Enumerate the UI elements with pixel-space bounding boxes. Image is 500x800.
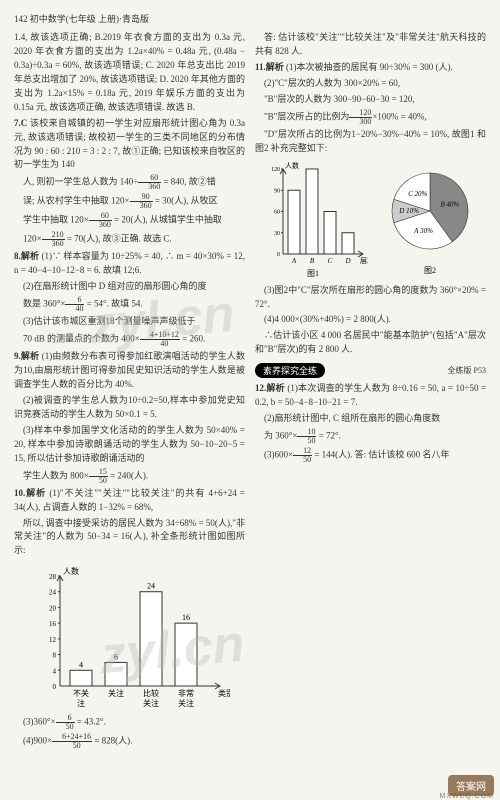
pie-chart: B 40% A 30% D 10% C 20% 图2 [378, 161, 483, 281]
page: 142 初中数学(七年级 上册)·青岛版 1.4, 故该选项正确; B.2019… [0, 0, 500, 775]
svg-text:C: C [328, 257, 333, 265]
svg-text:关注: 关注 [143, 698, 159, 708]
svg-text:8: 8 [52, 652, 56, 660]
q7-line4: 学生中抽取 120×60360 = 20(人), 从城镇学生中抽取 [14, 212, 245, 229]
svg-text:4: 4 [79, 661, 83, 670]
svg-text:24: 24 [147, 582, 155, 591]
svg-text:16: 16 [182, 613, 190, 622]
svg-text:D: D [344, 257, 350, 265]
svg-text:非常: 非常 [178, 688, 194, 698]
section-pill: 素养探究全练 [255, 363, 325, 378]
svg-text:30: 30 [274, 230, 280, 236]
svg-text:A: A [291, 257, 297, 265]
svg-text:图1: 图1 [307, 269, 319, 278]
q8-2: (2)在扇形统计图中 D 组对应的扇形圆心角的度 [14, 280, 245, 294]
svg-text:4: 4 [52, 668, 56, 676]
q9: 9.解析 (1)由频数分布表可得参加红歌演唱活动的学生人数为10,由扇形统计图可… [14, 350, 245, 392]
q10: 10.解析 (1)"不关注""关注""比较关注"的共有 4+6+24 = 34(… [14, 487, 245, 515]
svg-text:人数: 人数 [63, 566, 79, 576]
svg-text:比较: 比较 [143, 688, 159, 698]
svg-text:注: 注 [77, 698, 85, 708]
p1: 1.4, 故该选项正确; B.2019 年衣食方面的支出为 0.3a 元, 20… [14, 31, 245, 115]
chart-row: 人数 30 60 90 120 0 A B C D 层次图1 B 40% A 30% D 10% C 20… [255, 158, 486, 284]
svg-text:D 10%: D 10% [398, 207, 419, 215]
frac-60-360: 60360 [138, 174, 161, 191]
q12: 12.解析 (1)本次调查的学生人数为 8÷0.16 = 50, a = 10÷… [255, 382, 486, 410]
q7: 7.C 该校来自城镇的初一学生对应扇形统计图心角为 0.3a 元, 故该选项错误… [14, 117, 245, 173]
svg-text:关注: 关注 [108, 688, 124, 698]
svg-text:类别: 类别 [218, 688, 230, 698]
svg-text:24: 24 [49, 589, 57, 597]
bar-chart-1: 人数48121620242804不关注6关注24比较关注16非常关注类别 [30, 561, 230, 711]
svg-text:0: 0 [277, 252, 280, 258]
q11: 11.解析 (1)本次被抽查的居民有 90÷30% = 300 (人). [255, 61, 486, 75]
svg-text:C 20%: C 20% [408, 190, 427, 198]
svg-text:20: 20 [49, 605, 57, 613]
svg-text:层次: 层次 [360, 256, 368, 265]
q7-line5: 120×210360 = 70(人), 故③正确. 故选 C. [14, 231, 245, 248]
svg-text:B: B [310, 257, 315, 265]
svg-text:B 40%: B 40% [440, 200, 459, 208]
q8: 8.解析 (1)∵ 样本容量为 10÷25% = 40, ∴ m = 40×30… [14, 250, 245, 278]
svg-text:60: 60 [274, 209, 280, 215]
svg-text:6: 6 [114, 653, 118, 662]
svg-text:90: 90 [274, 188, 280, 194]
q7-line3: 误; 从农村学生中抽取 120×90360 = 30(人), 从牧区 [14, 193, 245, 210]
bar-chart-2: 人数 30 60 90 120 0 A B C D 层次图1 [258, 161, 368, 281]
svg-text:0: 0 [52, 683, 56, 691]
q7-body: 该校来自城镇的初一学生对应扇形统计图心角为 0.3a 元, 故该选项错误; 故校… [14, 118, 245, 170]
q8-label: 8.解析 [14, 251, 39, 261]
svg-text:120: 120 [271, 167, 280, 173]
svg-text:28: 28 [49, 573, 57, 581]
svg-text:不关: 不关 [73, 688, 89, 698]
svg-text:12: 12 [49, 636, 57, 644]
svg-text:关注: 关注 [178, 698, 194, 708]
q7-line2: 人, 则初一学生总人数为 140÷60360 = 840, 故②错 [14, 174, 245, 191]
svg-text:16: 16 [49, 620, 57, 628]
side-note: 全练版 P53 [448, 365, 486, 376]
svg-text:A 30%: A 30% [413, 226, 433, 234]
svg-text:图2: 图2 [424, 266, 436, 275]
q7-label: 7.C [14, 118, 27, 128]
page-header: 142 初中数学(七年级 上册)·青岛版 [14, 12, 486, 25]
footer-sub: MXWEQ.COM [440, 793, 495, 800]
svg-text:人数: 人数 [285, 161, 299, 170]
